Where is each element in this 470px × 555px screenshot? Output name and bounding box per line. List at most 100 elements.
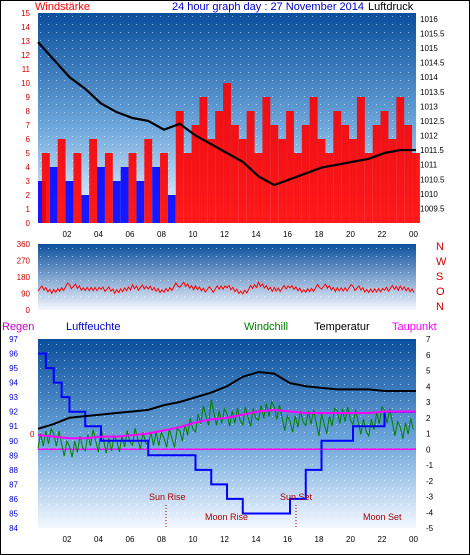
- x-tick-label: 12: [220, 230, 229, 239]
- wind-bar: [325, 153, 334, 223]
- humidity-tick-label: 84: [9, 524, 18, 533]
- wind-tick-label: 1: [26, 205, 31, 214]
- wind-tick-label: 13: [21, 37, 30, 46]
- humidity-tick-label: 85: [9, 509, 18, 518]
- pressure-tick-label: 1011: [420, 161, 438, 170]
- wind-direction-grid: [38, 244, 416, 310]
- wind-tick-label: 6: [26, 135, 31, 144]
- wind-bar: [238, 139, 247, 223]
- wind-bar: [372, 125, 381, 223]
- moonrise-annotation: Moon Rise: [205, 512, 248, 522]
- wind-bar: [286, 111, 294, 223]
- direction-tick-label: 90: [21, 290, 30, 299]
- wind-bar: [97, 167, 105, 223]
- wind-bar: [380, 111, 389, 223]
- wind-bar: [396, 97, 405, 223]
- humidity-tick-label: 90: [9, 437, 18, 446]
- pressure-tick-label: 1012.5: [420, 117, 445, 126]
- humidity-line: [38, 352, 416, 515]
- compass-label: N: [436, 241, 444, 253]
- humidity-tick-label: 94: [9, 379, 18, 388]
- wind-tick-label: 2: [26, 191, 31, 200]
- wind-direction-line: [37, 281, 415, 295]
- wind-tick-label: 5: [26, 149, 31, 158]
- humidity-axis-ticks: 84 85 86 87 88 89 90 91 92 93 94 95 96 97: [9, 335, 18, 533]
- pressure-tick-label: 1009.5: [420, 204, 445, 213]
- temperature-tick-label: -4: [426, 508, 434, 517]
- temperature-line: [37, 371, 416, 430]
- x-tick-label: 16: [283, 230, 292, 239]
- temperature-tick-label: 7: [426, 335, 431, 344]
- humidity-tick-label: 97: [9, 335, 18, 344]
- direction-tick-label: 180: [17, 273, 31, 282]
- temperature-tick-label: 4: [426, 382, 431, 391]
- pressure-tick-label: 1013.5: [420, 88, 445, 97]
- wind-bar: [246, 111, 255, 223]
- wind-bar: [41, 153, 50, 223]
- wind-bar: [341, 125, 350, 223]
- wind-bar: [388, 139, 397, 223]
- wind-bar: [207, 139, 216, 223]
- temperature-tick-label: 0: [426, 445, 431, 454]
- x-tick-label: 06: [126, 230, 135, 239]
- pressure-tick-label: 1015.5: [420, 29, 445, 38]
- x-tick-label: 16: [283, 535, 292, 544]
- temperature-tick-label: 2: [426, 414, 431, 423]
- moonset-annotation: Moon Set: [363, 512, 402, 522]
- wind-bar: [333, 111, 342, 223]
- pressure-tick-label: 1014: [420, 73, 438, 82]
- wind-bar: [112, 181, 121, 223]
- pressure-line: [37, 41, 416, 187]
- x-tick-label: 06: [126, 535, 135, 544]
- wind-bar: [364, 153, 373, 223]
- wind-tick-label: 9: [26, 93, 31, 102]
- wind-tick-label: 8: [26, 107, 31, 116]
- wind-tick-label: 4: [26, 163, 31, 172]
- rain-label: Regen: [2, 321, 34, 333]
- wind-bar: [191, 125, 200, 223]
- pressure-tick-label: 1010: [420, 190, 438, 199]
- wind-tick-label: 12: [21, 51, 30, 60]
- pressure-tick-label: 1011.5: [420, 146, 444, 155]
- x-tick-label: 08: [157, 535, 166, 544]
- rain-axis-zero: 0: [30, 430, 35, 439]
- wind-bar: [144, 139, 153, 223]
- wind-tick-label: 11: [22, 65, 31, 74]
- right-axis-label: Luftdruck: [368, 1, 414, 13]
- wind-bar: [183, 153, 192, 223]
- wind-bar: [412, 153, 420, 223]
- wind-bar: [404, 125, 413, 223]
- x-tick-label: 04: [94, 535, 103, 544]
- humidity-tick-label: 91: [9, 422, 18, 431]
- left-axis-label: Windstärke: [35, 1, 90, 13]
- compass-label: N: [436, 301, 444, 313]
- wind-bar: [349, 139, 357, 223]
- x-tick-label: 02: [63, 230, 72, 239]
- wind-bar: [160, 153, 168, 223]
- wind-bar: [65, 181, 74, 223]
- wind-tick-label: 15: [21, 9, 30, 18]
- dewpoint-line: [37, 408, 416, 440]
- x-tick-label: 10: [189, 535, 198, 544]
- direction-tick-label: 360: [17, 240, 31, 249]
- x-tick-label: 02: [63, 535, 72, 544]
- wind-tick-label: 7: [26, 121, 31, 130]
- x-tick-label: 14: [252, 535, 261, 544]
- direction-axis-ticks: 0 90 180 270 360: [17, 240, 31, 315]
- wind-bar: [81, 195, 90, 223]
- compass-label: S: [436, 271, 443, 283]
- temperature-tick-label: -3: [426, 493, 434, 502]
- compass-label: W: [436, 256, 447, 268]
- wind-bar: [230, 125, 239, 223]
- x-tick-label: 20: [346, 230, 355, 239]
- temperature-tick-label: -5: [426, 524, 434, 533]
- wind-bar: [254, 153, 263, 223]
- dewpoint-label: Taupunkt: [392, 321, 437, 333]
- x-tick-label: 08: [157, 230, 166, 239]
- wind-tick-label: 0: [26, 219, 31, 228]
- wind-bar: [136, 181, 145, 223]
- temperature-tick-label: 3: [426, 398, 431, 407]
- humidity-tick-label: 95: [9, 364, 18, 373]
